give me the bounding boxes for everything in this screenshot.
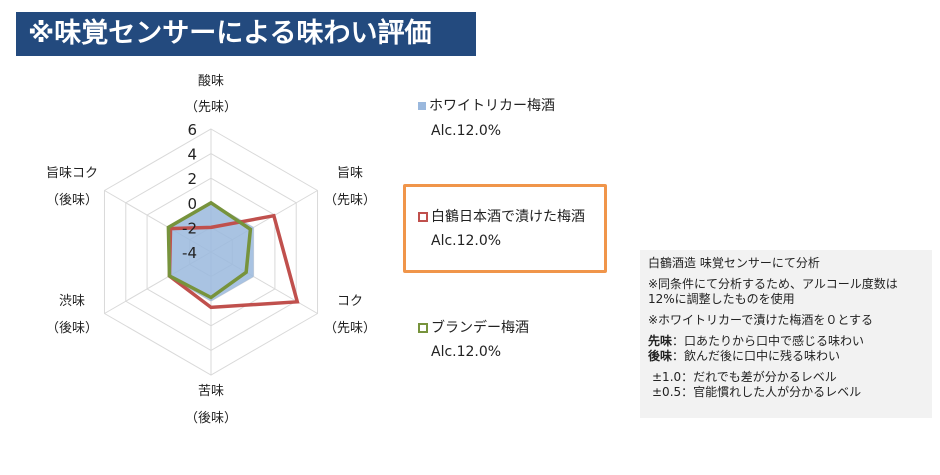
info-box: 白鶴酒造 味覚センサーにて分析 ※同条件にて分析するため、アルコール度数は 12%… bbox=[640, 250, 932, 418]
axis-sub-astringency: （後味） bbox=[45, 321, 99, 336]
legend-swatch-red bbox=[418, 212, 428, 222]
legend-alc: Alc.12.0% bbox=[431, 123, 502, 139]
legend-item-white-liquor: ホワイトリカー梅酒 bbox=[418, 95, 555, 115]
info-text: ※同条件にて分析するため、アルコール度数は bbox=[648, 277, 898, 291]
legend-label: ブランデー梅酒 bbox=[431, 320, 529, 336]
info-text: ±0.5：官能慣れした人が分かるレベル bbox=[652, 385, 862, 399]
tick-label: -4 bbox=[182, 244, 197, 262]
tick-label: 4 bbox=[187, 146, 197, 164]
info-text: ：飲んだ後に口中に残る味わい bbox=[672, 349, 841, 363]
highlight-box bbox=[403, 184, 607, 273]
info-term: 後味 bbox=[648, 349, 673, 363]
series-line-1 bbox=[167, 213, 300, 310]
axis-label-sourness: 酸味 bbox=[197, 74, 225, 89]
info-text: ±1.0：だれでも差が分かるレベル bbox=[652, 370, 837, 384]
info-line: 先味：口あたりから口中で感じる味わい 後味：飲んだ後に口中に残る味わい bbox=[648, 334, 924, 364]
legend-alc: Alc.12.0% bbox=[431, 344, 502, 360]
axis-label-koku: コク bbox=[336, 294, 364, 309]
legend-swatch-green bbox=[418, 323, 428, 333]
axis-label-astringency: 渋味 bbox=[58, 294, 86, 309]
tick-label: 2 bbox=[187, 170, 197, 188]
info-text: 12%に調整したものを使用 bbox=[648, 292, 795, 306]
page-title: ※味覚センサーによる味わい評価 bbox=[16, 12, 476, 56]
legend-alc: Alc.12.0% bbox=[431, 233, 502, 249]
info-text: ：口あたりから口中で感じる味わい bbox=[672, 334, 865, 348]
legend-item-hakutsuru: 白鶴日本酒で漬けた梅酒 bbox=[418, 206, 585, 226]
axis-label-umami: 旨味 bbox=[336, 166, 364, 181]
axis-label-umami-koku: 旨味コク bbox=[45, 166, 99, 181]
info-term: 先味 bbox=[648, 334, 673, 348]
legend-label: 白鶴日本酒で漬けた梅酒 bbox=[431, 209, 585, 225]
axis-sub-sourness: （先味） bbox=[184, 100, 238, 115]
axis-sub-bitterness: （後味） bbox=[184, 411, 238, 426]
axis-label-bitterness: 苦味 bbox=[197, 384, 225, 399]
series-line-2 bbox=[166, 200, 253, 300]
axis-sub-umami: （先味） bbox=[323, 193, 377, 208]
axis-sub-koku: （先味） bbox=[323, 321, 377, 336]
tick-label: 0 bbox=[187, 195, 197, 213]
tick-label: 6 bbox=[187, 121, 197, 139]
legend-item-brandy: ブランデー梅酒 bbox=[418, 317, 529, 337]
tick-label: -2 bbox=[182, 219, 197, 237]
info-line: ※ホワイトリカーで漬けた梅酒を０とする bbox=[648, 313, 873, 327]
info-line: ※同条件にて分析するため、アルコール度数は 12%に調整したものを使用 bbox=[648, 277, 924, 307]
legend-swatch-blue bbox=[418, 102, 426, 110]
axis-sub-umami-koku: （後味） bbox=[45, 193, 99, 208]
info-line: 白鶴酒造 味覚センサーにて分析 bbox=[648, 256, 820, 270]
info-line: ±1.0：だれでも差が分かるレベル ±0.5：官能慣れした人が分かるレベル bbox=[648, 370, 924, 400]
legend-label: ホワイトリカー梅酒 bbox=[429, 98, 555, 114]
